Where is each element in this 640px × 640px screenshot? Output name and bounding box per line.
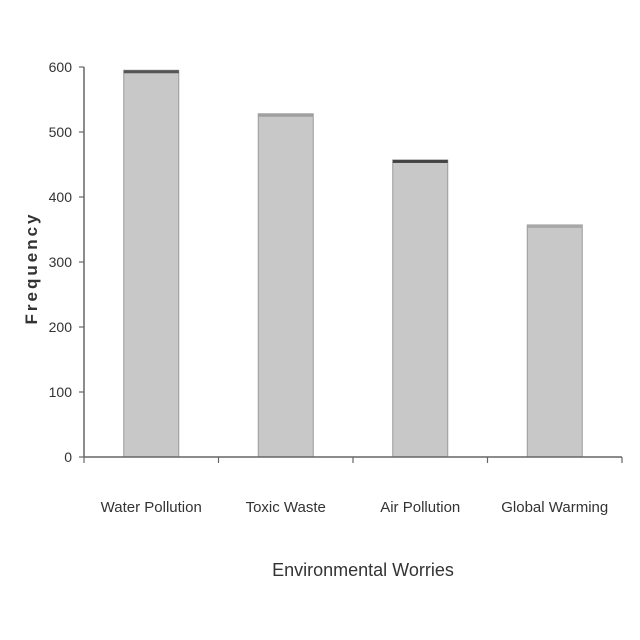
y-tick-label: 100 xyxy=(49,384,73,400)
x-tick-label: Toxic Waste xyxy=(246,499,326,516)
x-tick-label: Global Warming xyxy=(501,499,608,516)
bar-top-edge xyxy=(123,70,179,74)
y-tick-label: 0 xyxy=(64,449,72,465)
bar-top-edge xyxy=(258,113,314,117)
y-tick-label: 500 xyxy=(49,124,73,140)
bar-air-pollution xyxy=(392,159,449,458)
x-axis-title: Environmental Worries xyxy=(272,560,454,580)
y-tick-label: 200 xyxy=(49,319,73,335)
y-tick-label: 300 xyxy=(49,254,73,270)
x-tick-label: Air Pollution xyxy=(380,499,460,516)
bar-global-warming xyxy=(526,224,583,458)
bar-top-edge xyxy=(392,159,448,163)
bar-toxic-waste xyxy=(257,113,314,458)
y-axis-ticks: 0 100 200 300 400 500 600 xyxy=(49,59,84,465)
y-tick-label: 600 xyxy=(49,59,73,75)
x-axis-ticks: Water Pollution Toxic Waste Air Pollution G… xyxy=(83,457,623,516)
y-axis-title: Frequency xyxy=(22,212,41,325)
x-tick-label: Water Pollution xyxy=(101,499,202,516)
bar-water-pollution xyxy=(123,69,180,458)
bars xyxy=(123,69,583,458)
bar-top-edge xyxy=(527,224,583,228)
y-tick-label: 400 xyxy=(49,189,73,205)
